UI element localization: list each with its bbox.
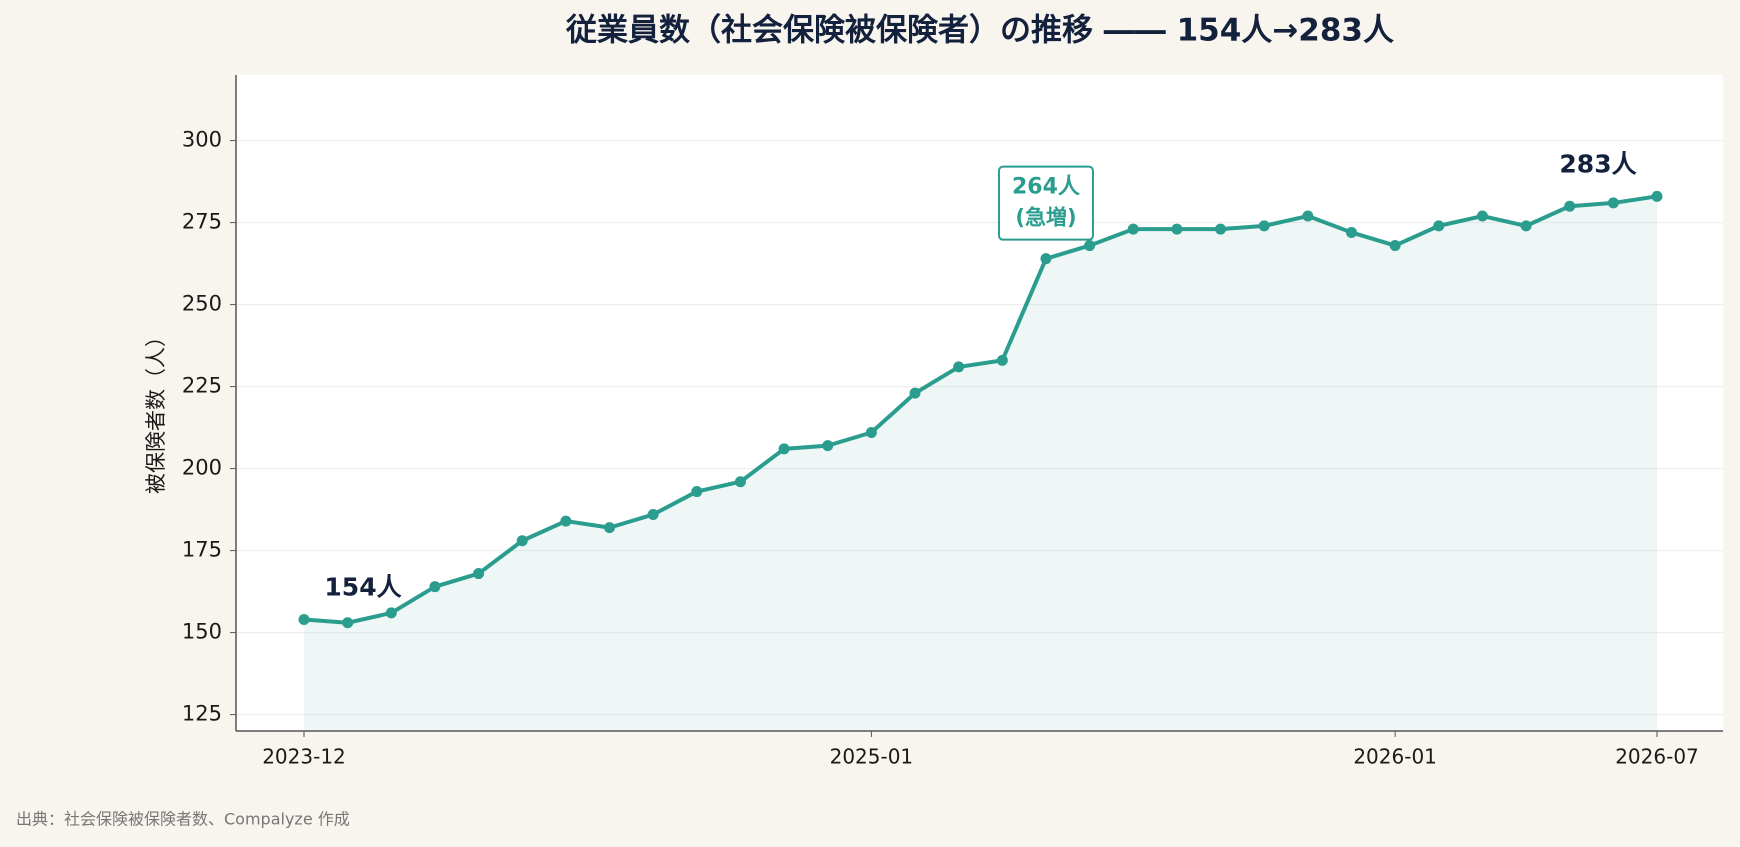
annotation-note: (急増) xyxy=(1015,206,1076,230)
point xyxy=(516,535,528,547)
point xyxy=(822,440,834,452)
area xyxy=(304,196,1657,732)
y-tick-label: 125 xyxy=(182,702,222,726)
y-axis-label: 被保険者数（人） xyxy=(144,326,168,494)
point xyxy=(647,509,659,521)
y-tick-label: 275 xyxy=(182,210,222,234)
plot-area xyxy=(236,75,1723,731)
annotation: 154人 xyxy=(324,572,401,601)
point xyxy=(996,354,1008,366)
point xyxy=(1171,223,1183,235)
point xyxy=(298,613,310,625)
point xyxy=(1433,220,1445,232)
chart-title: 従業員数（社会保険被保険者）の推移 ―― 154人→283人 xyxy=(565,13,1394,49)
annotation: 264人 xyxy=(1012,175,1080,200)
x-tick-label: 2025-01 xyxy=(830,745,914,769)
point xyxy=(342,617,354,629)
point xyxy=(560,515,572,527)
point xyxy=(429,581,441,593)
point xyxy=(1258,220,1270,232)
point xyxy=(1607,197,1619,209)
y-tick-label: 150 xyxy=(182,620,222,644)
x-tick-label: 2026-07 xyxy=(1615,745,1699,769)
point xyxy=(473,568,485,580)
source-note: 出典：社会保険被保険者数、Compalyze 作成 xyxy=(16,810,350,829)
annotation-box xyxy=(997,165,1094,241)
point xyxy=(953,361,965,373)
x-tick-label: 2026-01 xyxy=(1353,745,1437,769)
point xyxy=(1215,223,1227,235)
y-tick-label: 300 xyxy=(182,128,222,152)
point xyxy=(1476,210,1488,222)
point xyxy=(1520,220,1532,232)
point xyxy=(691,486,703,498)
y-tick-label: 175 xyxy=(182,538,222,562)
point xyxy=(1302,210,1314,222)
point xyxy=(1651,190,1663,202)
point xyxy=(778,443,790,455)
point xyxy=(1084,240,1096,252)
y-tick-label: 225 xyxy=(182,374,222,398)
point xyxy=(1564,200,1576,212)
y-tick-label: 200 xyxy=(182,456,222,480)
annotation: 283人 xyxy=(1559,149,1636,178)
point xyxy=(1345,226,1357,238)
point xyxy=(604,522,616,534)
point xyxy=(1040,253,1052,265)
point xyxy=(1389,240,1401,252)
x-tick-label: 2023-12 xyxy=(262,745,346,769)
line xyxy=(303,194,1658,625)
point xyxy=(734,476,746,488)
point xyxy=(909,387,921,399)
point xyxy=(385,607,397,619)
y-tick-label: 250 xyxy=(182,292,222,316)
point xyxy=(865,427,877,439)
point xyxy=(1127,223,1139,235)
